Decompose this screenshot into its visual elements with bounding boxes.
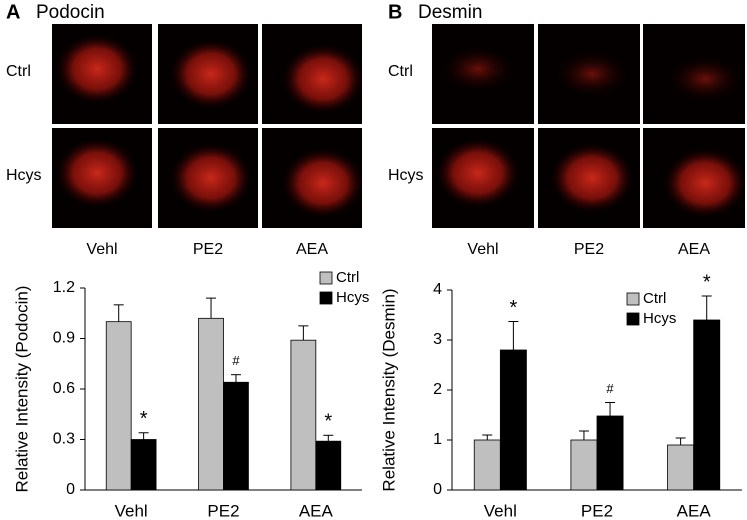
error-bar (508, 321, 519, 350)
error-bar (206, 297, 217, 319)
y-axis-label: Relative Intensity (Desmin) (379, 288, 398, 491)
y-tick-label: 0.9 (53, 330, 75, 347)
image-column-label: PE2 (193, 241, 223, 258)
error-bar (323, 434, 334, 442)
x-tick-label: Vehl (115, 501, 148, 520)
error-bar (605, 402, 616, 416)
cell-signal (57, 35, 137, 103)
bar (596, 415, 624, 491)
cell-signal (171, 40, 251, 108)
cell-signal (556, 52, 628, 96)
y-tick-label: 0.3 (53, 431, 75, 448)
bar (198, 317, 224, 491)
image-row-label: Hcys (6, 167, 42, 184)
bar (105, 321, 132, 491)
bar (223, 381, 249, 491)
error-bar (298, 325, 309, 341)
legend-swatch (626, 292, 640, 306)
cell-signal (57, 139, 137, 207)
x-tick-label: PE2 (581, 501, 613, 520)
significance-mark: * (703, 271, 711, 293)
y-tick-label: 0 (433, 481, 442, 498)
bar (693, 319, 721, 491)
legend-swatch (626, 312, 640, 326)
legend-label: Hcys (336, 289, 369, 306)
bar (667, 444, 695, 491)
cell-signal (437, 139, 519, 207)
image-column-label: AEA (296, 241, 328, 258)
significance-mark: * (140, 408, 148, 430)
error-bar (138, 432, 149, 440)
significance-mark: * (509, 297, 517, 319)
y-axis-label: Relative Intensity (Podocin) (12, 286, 31, 493)
y-tick-label: 0 (66, 481, 75, 498)
image-column-label: Vehl (86, 241, 117, 258)
cell-signal (283, 149, 363, 217)
cell-signal (669, 57, 741, 101)
y-tick-label: 2 (433, 381, 442, 398)
y-tick-label: 1 (433, 431, 442, 448)
significance-mark: # (232, 353, 240, 368)
cell-signal (283, 45, 363, 113)
error-bar (701, 295, 712, 320)
significance-mark: * (324, 411, 332, 433)
significance-mark: # (606, 381, 614, 396)
panel-label: B (388, 1, 402, 23)
image-column-label: AEA (678, 241, 710, 258)
bar (570, 439, 598, 491)
image-row-label: Ctrl (6, 63, 31, 80)
cell-signal (664, 149, 747, 217)
cell-signal (442, 47, 514, 91)
legend-label: Hcys (643, 310, 676, 327)
legend-swatch (319, 291, 333, 305)
x-tick-label: AEA (677, 501, 712, 520)
bar (473, 439, 501, 491)
error-bar (578, 430, 589, 440)
image-column-label: PE2 (574, 241, 604, 258)
image-row-label: Hcys (388, 167, 424, 184)
error-bar (675, 437, 686, 445)
bar (315, 440, 342, 491)
bar (130, 439, 157, 491)
image-row-label: Ctrl (388, 63, 413, 80)
x-tick-label: Vehl (484, 501, 517, 520)
y-tick-label: 1.2 (53, 279, 75, 296)
image-column-label: Vehl (467, 241, 498, 258)
error-bar (230, 374, 241, 383)
legend-label: Ctrl (336, 269, 359, 286)
panel-label: A (6, 1, 20, 23)
y-tick-label: 0.6 (53, 380, 75, 397)
error-bar (113, 304, 124, 322)
x-tick-label: PE2 (207, 501, 239, 520)
cell-signal (551, 144, 633, 212)
panel-title: Podocin (36, 2, 105, 23)
panel-title: Desmin (418, 2, 482, 23)
y-tick-label: 3 (433, 331, 442, 348)
error-bar (482, 434, 493, 440)
legend-swatch (319, 271, 333, 285)
legend-label: Ctrl (643, 290, 666, 307)
y-tick-label: 4 (433, 281, 442, 298)
bar (290, 339, 317, 491)
x-tick-label: AEA (299, 501, 334, 520)
cell-signal (171, 144, 251, 212)
bar (499, 349, 527, 491)
